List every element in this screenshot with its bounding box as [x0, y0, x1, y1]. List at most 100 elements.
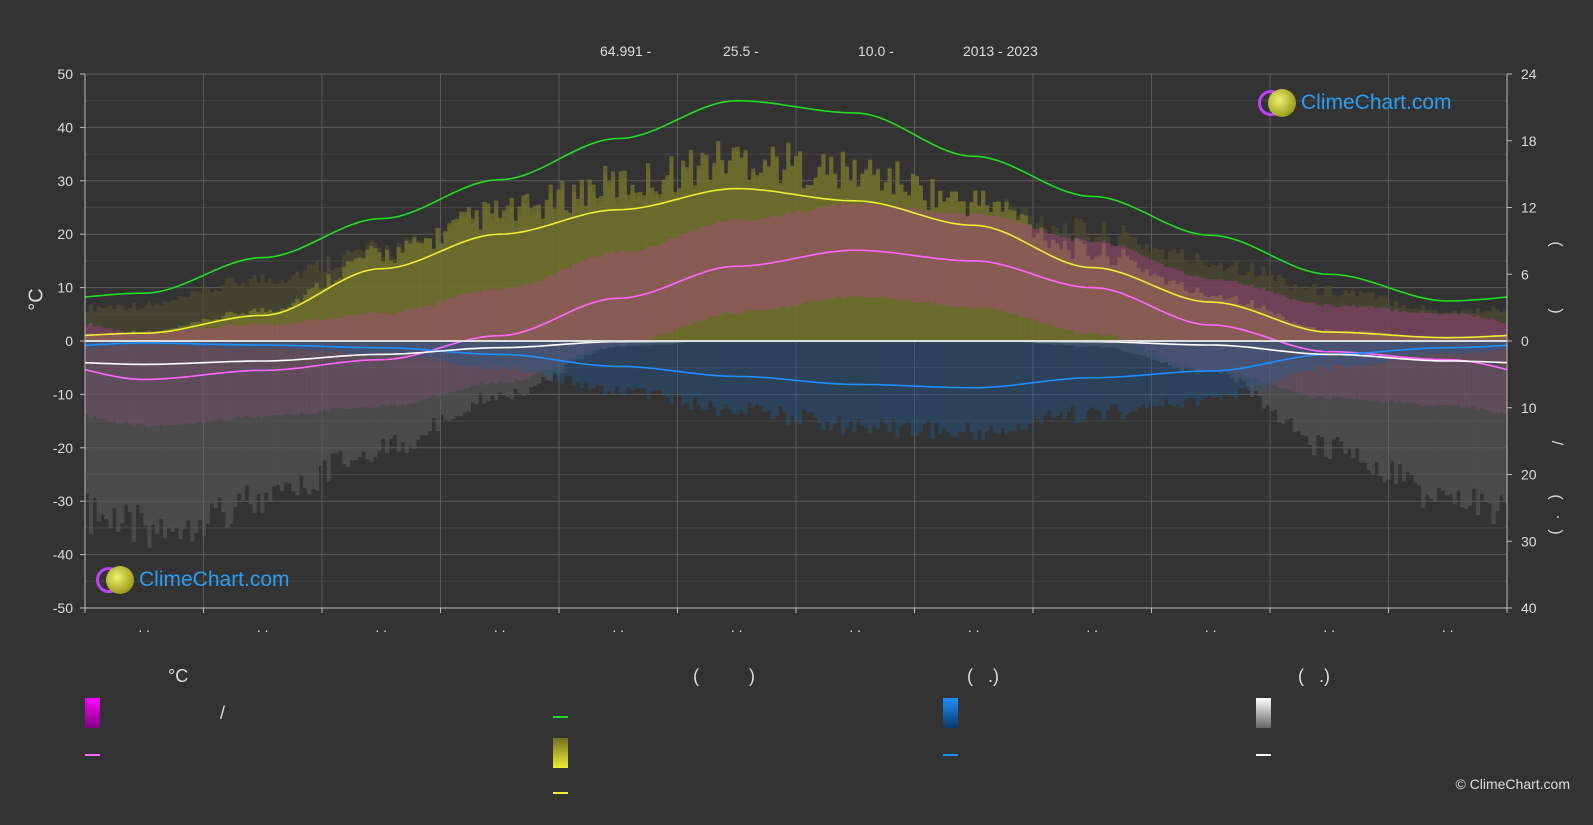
snow-bar: [1308, 341, 1313, 446]
temperature-band: [548, 273, 553, 370]
snow-bar: [346, 341, 351, 467]
sunshine-bar: [96, 333, 101, 341]
sunshine-bar: [123, 333, 129, 341]
sunshine-bar: [1327, 329, 1332, 341]
daylight-bar: [244, 286, 249, 341]
daylight-bar: [1471, 313, 1477, 341]
rain-bar: [778, 341, 783, 407]
sunshine-bar: [1171, 280, 1177, 341]
sunshine-bar: [614, 197, 620, 341]
rain-bar: [1148, 341, 1153, 404]
rain-bar: [988, 341, 994, 427]
rain-bar: [630, 341, 635, 391]
sunshine-bar: [1070, 258, 1075, 341]
snow-bar: [466, 341, 471, 412]
snow-bar: [665, 341, 670, 345]
snow-bar: [104, 341, 109, 520]
snow-bar: [1090, 341, 1095, 346]
rain-bar: [618, 341, 623, 395]
sunshine-bar: [139, 332, 144, 341]
daylight-bar: [1409, 309, 1414, 341]
snow-bar: [1051, 341, 1056, 345]
right-lower-mark-1: /: [1548, 440, 1566, 446]
sunshine-bar: [1008, 209, 1013, 341]
daylight-bar: [104, 307, 109, 341]
sunshine-bar: [688, 150, 694, 341]
rain-bar: [626, 341, 631, 388]
sunshine-bar: [977, 205, 982, 341]
sunshine-bar: [536, 204, 542, 341]
sunshine-bar: [159, 331, 164, 341]
rain-bar: [1097, 341, 1103, 411]
sunshine-bar: [755, 175, 760, 341]
x-tick-label: . .: [1086, 619, 1098, 635]
rain-bar: [1101, 341, 1107, 421]
sunshine-bar: [334, 280, 339, 341]
header-temp: 25.5 -: [723, 43, 759, 59]
rain-bar: [575, 341, 581, 382]
sunshine-bar: [786, 142, 791, 341]
rain-bar: [1039, 341, 1044, 425]
sunshine-bar: [1249, 299, 1255, 341]
sunshine-bar: [712, 162, 717, 341]
sunshine-bar: [166, 329, 172, 341]
rain-bar: [494, 341, 499, 370]
sunshine-bar: [404, 240, 409, 341]
daylight-bar: [131, 302, 136, 341]
snow-bar: [170, 341, 175, 533]
snow-bar: [1035, 341, 1040, 344]
axes: 50 40 30 20 10 0 -10 -20 -30 -40 -50 24 18 12 6 0 10 20 30…: [53, 66, 1537, 635]
sunshine-bar: [1191, 293, 1196, 341]
sunshine-bar: [610, 171, 616, 341]
snow-bar: [349, 341, 355, 461]
sunshine-bar: [1265, 310, 1270, 341]
snow-bar: [1230, 341, 1235, 378]
left-tick-label: 20: [57, 226, 73, 242]
rain-bar: [1234, 341, 1239, 400]
snow-bar: [1425, 341, 1430, 495]
sunshine-bar: [330, 283, 335, 341]
snow-bar: [240, 341, 246, 500]
sunshine-bar: [657, 194, 662, 341]
snow-bar: [427, 341, 433, 431]
temperature-band: [575, 263, 581, 355]
snow-bar: [1199, 341, 1204, 373]
snow-bar: [544, 341, 549, 380]
rain-bar: [478, 341, 483, 364]
sunshine-bar: [813, 177, 818, 341]
rain-bar: [953, 341, 958, 438]
snow-bar: [1288, 341, 1294, 419]
rain-bar: [560, 341, 565, 384]
daylight-bar: [1358, 291, 1364, 341]
snow-bar: [540, 341, 546, 378]
legend-sunshine-line: [553, 792, 568, 794]
sunshine-bar: [525, 193, 530, 341]
rain-bar: [1195, 341, 1200, 406]
daylight-bar: [1397, 307, 1403, 341]
daylight-bar: [1440, 312, 1445, 341]
daylight-bar: [213, 289, 218, 341]
snow-bar: [1382, 341, 1387, 483]
rain-bar: [813, 341, 818, 418]
snow-bar: [1421, 341, 1426, 508]
snow-bar: [307, 341, 312, 495]
daylight-bar: [252, 274, 257, 341]
rain-bar: [665, 341, 670, 398]
daylight-bar: [1499, 311, 1504, 341]
snow-bar: [151, 341, 156, 525]
rain-bar: [977, 341, 982, 431]
sunshine-bar: [684, 167, 690, 341]
sunshine-bar: [100, 333, 105, 341]
snow-bar: [365, 341, 370, 460]
daylight-bar: [1261, 266, 1266, 341]
daylight-bar: [1308, 286, 1313, 341]
sunshine-bar: [1234, 295, 1239, 341]
sunshine-bar: [942, 201, 947, 341]
snow-bar: [439, 341, 444, 415]
rain-bar: [770, 341, 775, 420]
snow-bar: [1039, 341, 1044, 345]
sunshine-bar: [735, 146, 740, 341]
rain-bar: [848, 341, 853, 422]
sunshine-bar: [201, 319, 207, 341]
snow-bar: [1331, 341, 1336, 440]
